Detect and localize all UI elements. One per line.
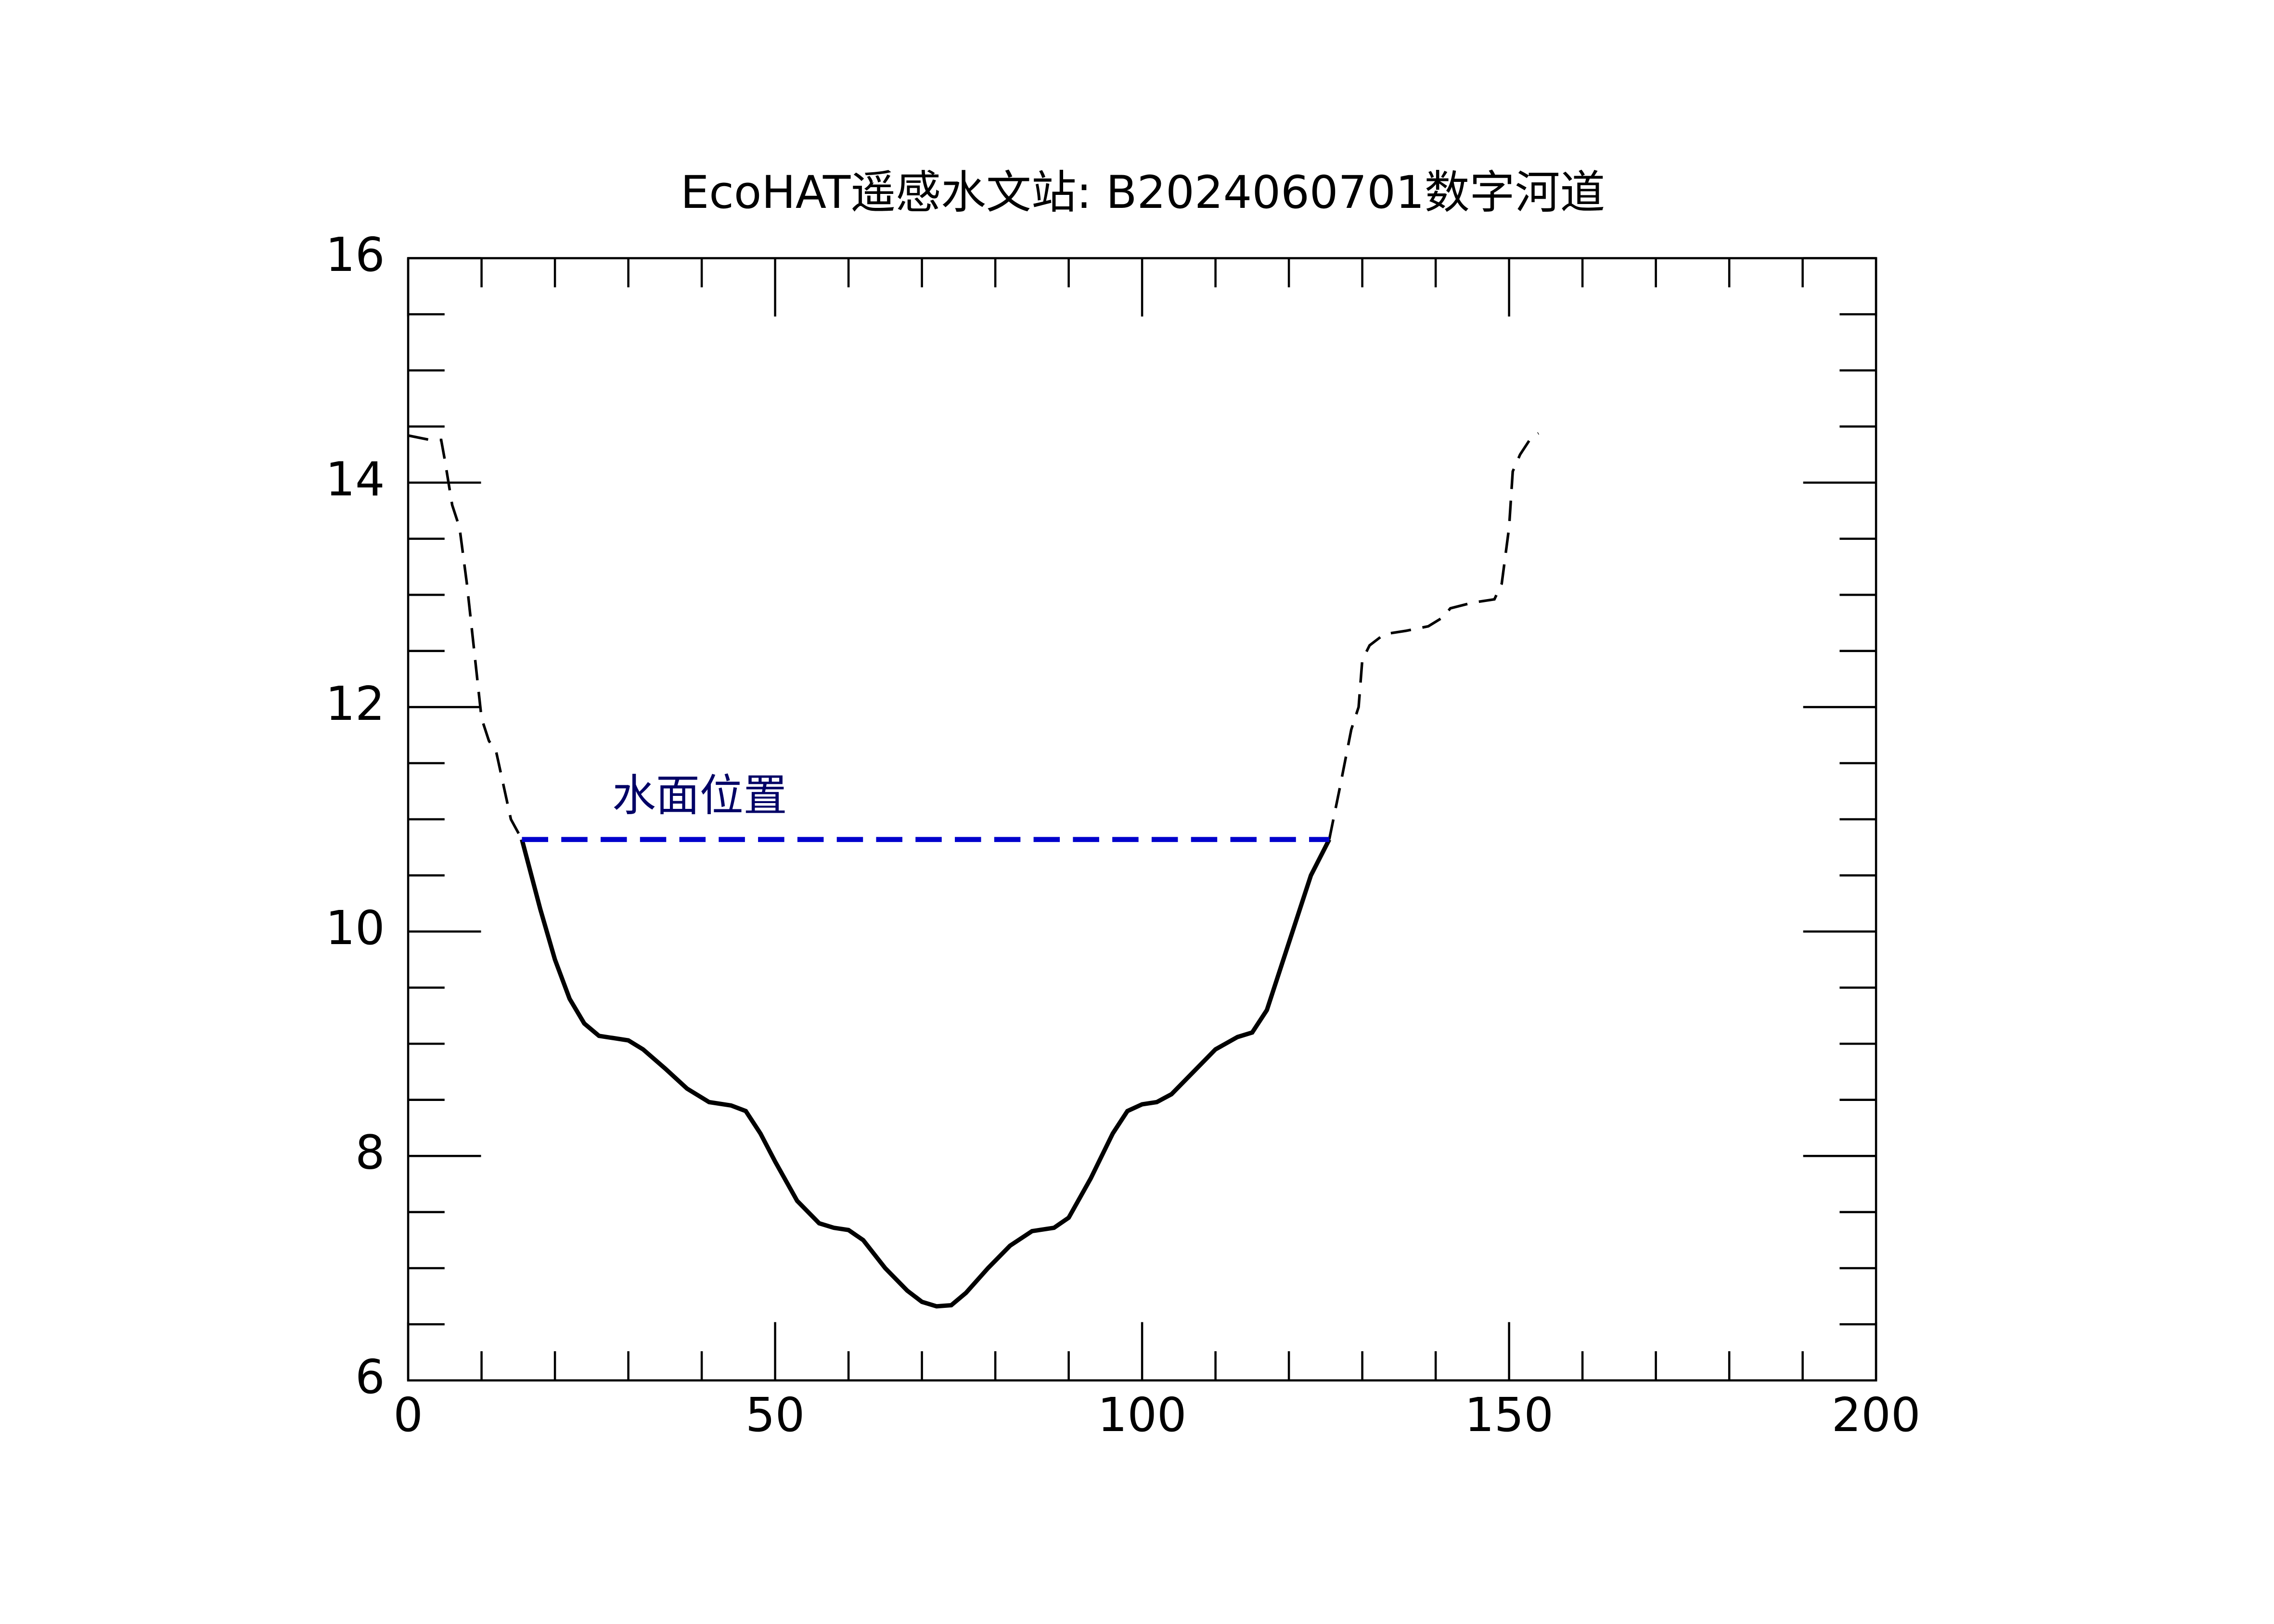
x-tick-label: 200 (1832, 1388, 1921, 1442)
profile-line (408, 434, 523, 840)
y-tick-label: 8 (355, 1125, 385, 1180)
x-tick-label: 0 (393, 1388, 423, 1442)
profile-line (520, 838, 1332, 1309)
y-tick-label: 12 (325, 677, 385, 731)
x-tick-label: 150 (1465, 1388, 1554, 1442)
chart-title: EcoHAT遥感水文站: B2024060701数字河道 (681, 166, 1605, 219)
annotation: 水面位置 (612, 771, 787, 821)
x-tick-label: 100 (1098, 1388, 1187, 1442)
y-tick-label: 16 (325, 228, 385, 282)
y-tick-label: 10 (325, 901, 385, 955)
x-tick-label: 50 (745, 1388, 805, 1442)
y-tick-label: 14 (325, 452, 385, 506)
profile-line (1328, 432, 1540, 840)
y-tick-label: 6 (355, 1350, 385, 1404)
